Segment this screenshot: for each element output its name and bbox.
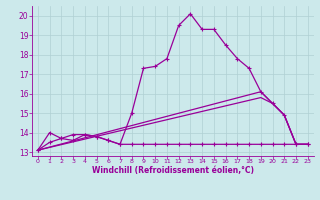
X-axis label: Windchill (Refroidissement éolien,°C): Windchill (Refroidissement éolien,°C)	[92, 166, 254, 175]
